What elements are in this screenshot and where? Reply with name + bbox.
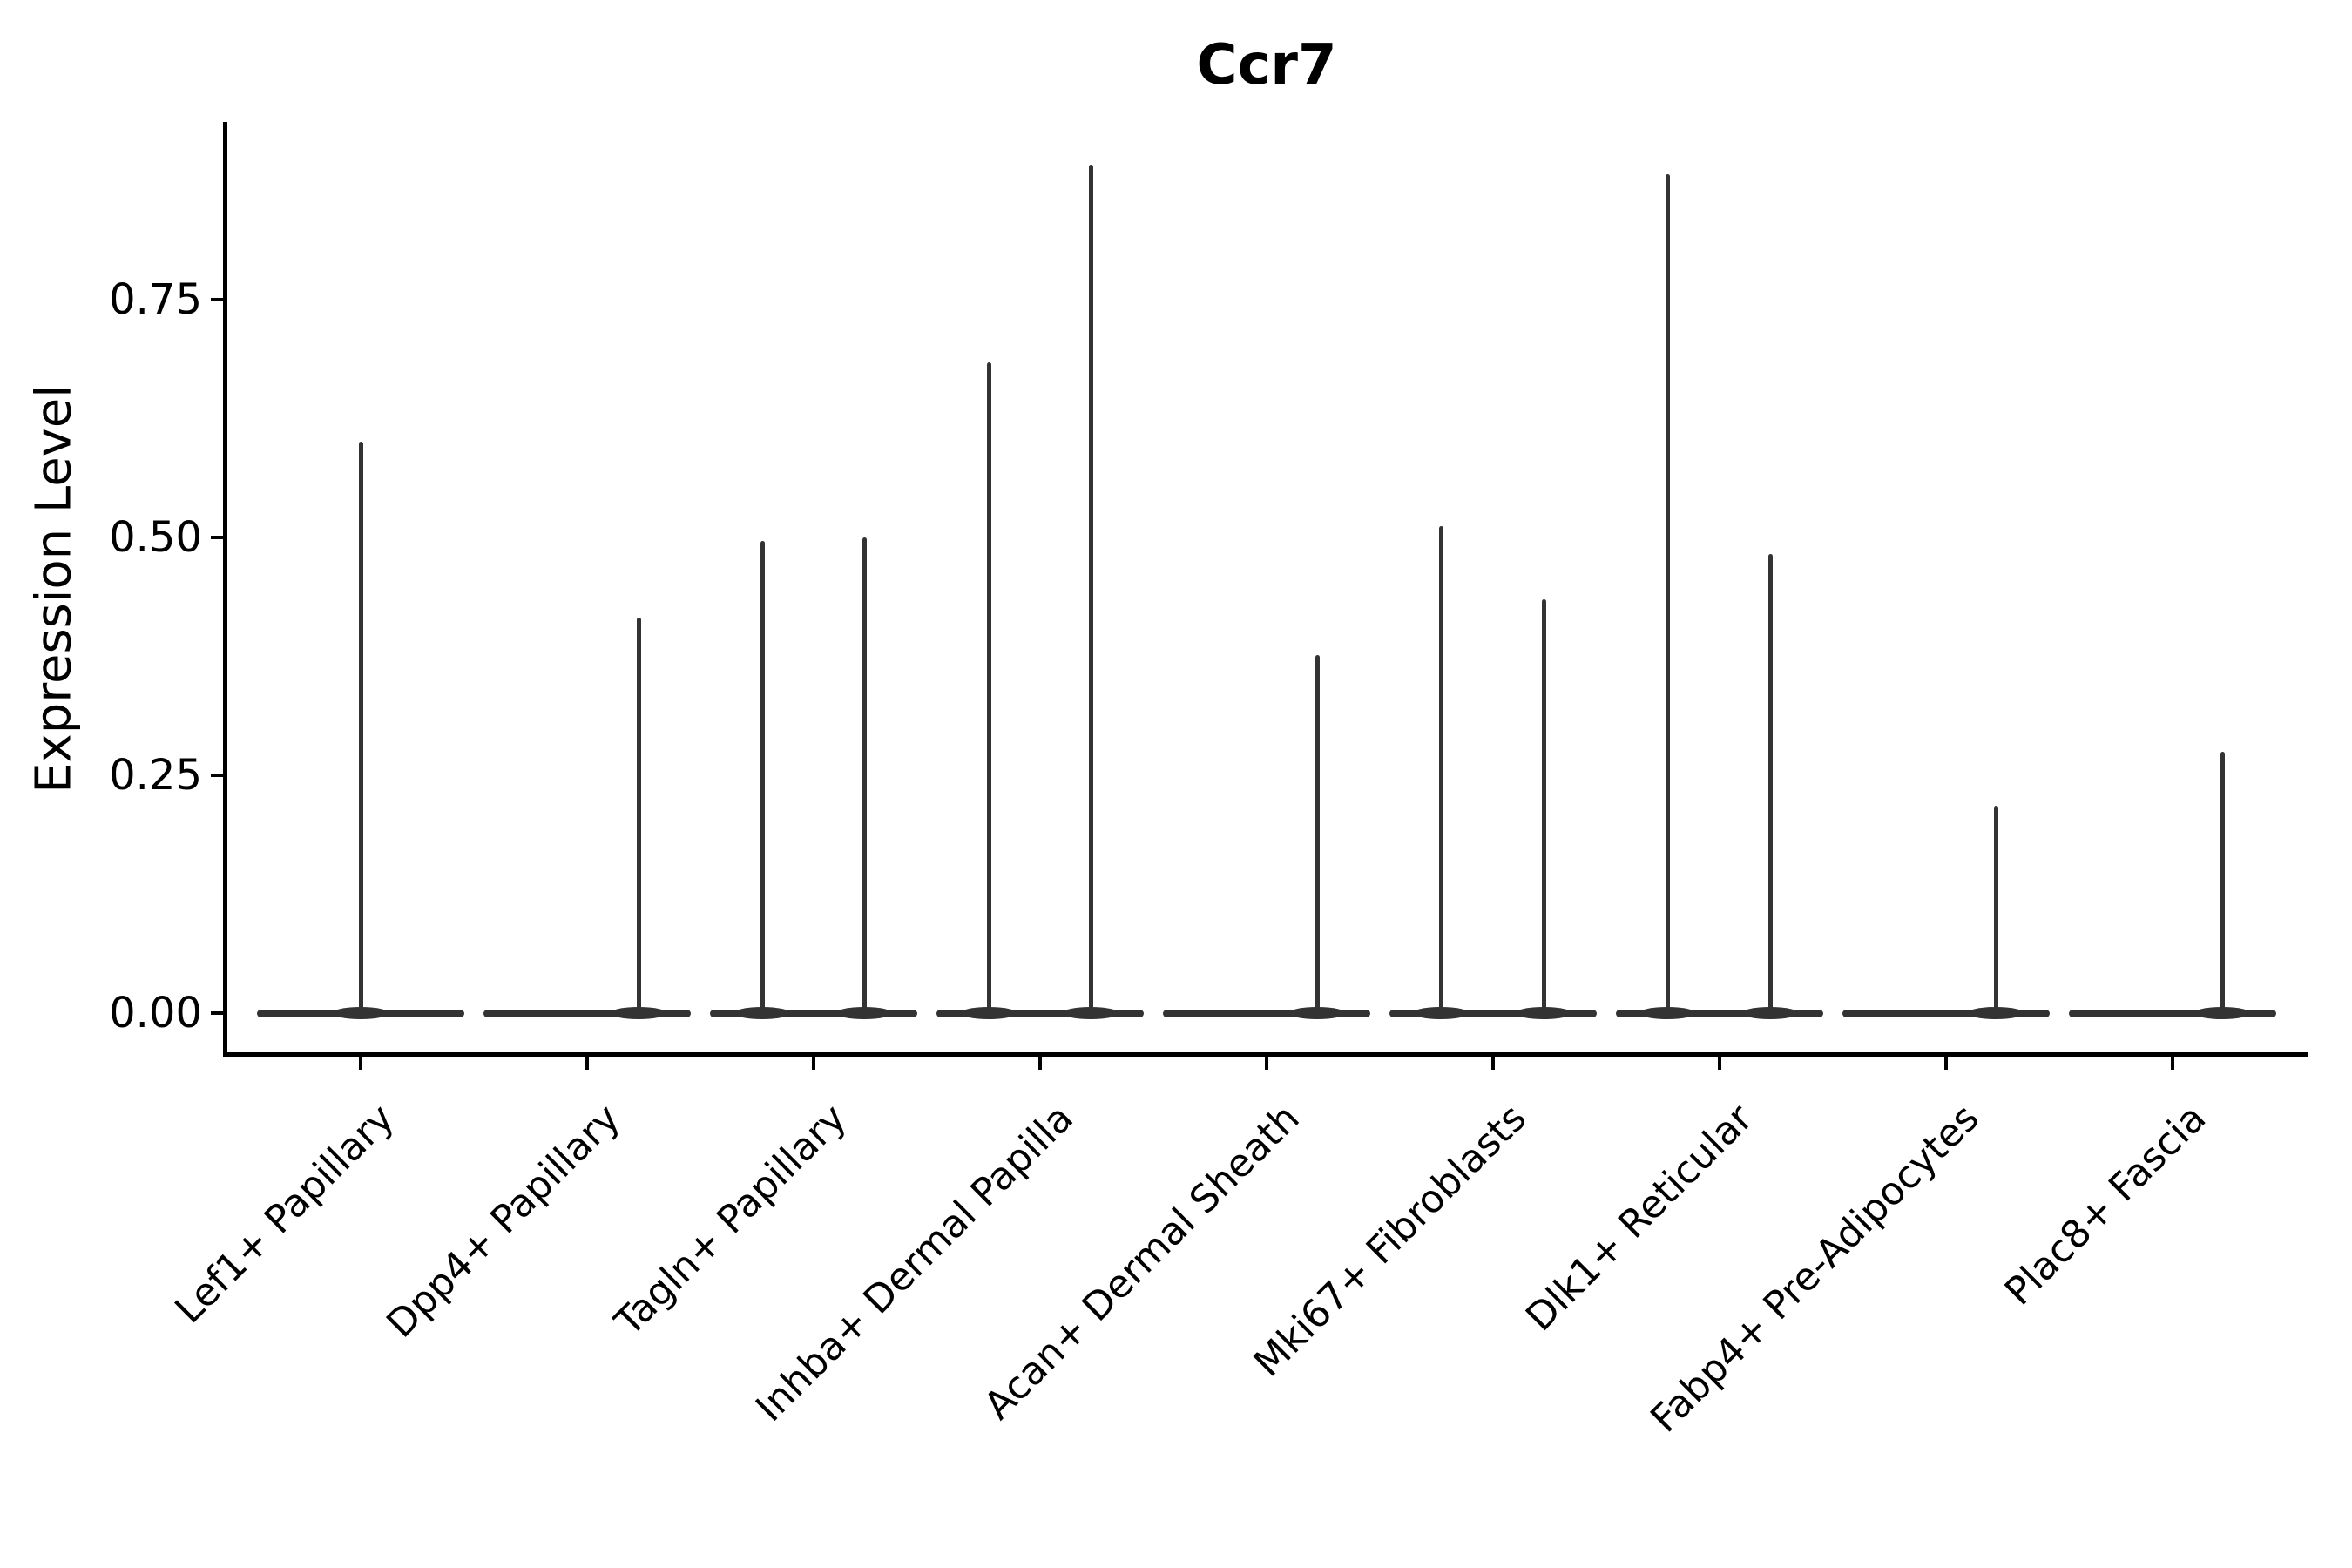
x-tick: [812, 1057, 815, 1070]
violin-spike: [1541, 598, 1546, 1016]
y-tick: [211, 298, 224, 301]
x-tick-label: Dpp4+ Papillary: [378, 1096, 630, 1347]
x-tick: [1491, 1057, 1495, 1070]
y-tick: [211, 774, 224, 777]
x-tick: [1718, 1057, 1721, 1070]
violin-spike: [986, 362, 991, 1016]
violin-spike: [358, 441, 363, 1016]
violin-baseline: [1163, 1009, 1370, 1017]
x-tick: [359, 1057, 362, 1070]
violin-spike: [1993, 805, 1998, 1016]
violin-spike: [2220, 751, 2225, 1016]
x-tick-label: Plac8+ Fascia: [1996, 1096, 2215, 1315]
x-tick-label: Tagln+ Papillary: [606, 1096, 856, 1345]
y-tick: [211, 1011, 224, 1015]
violin-baseline: [936, 1009, 1144, 1017]
x-tick: [585, 1057, 589, 1070]
x-axis-line: [223, 1052, 2308, 1057]
x-tick: [1265, 1057, 1268, 1070]
violin-spike: [1767, 553, 1773, 1016]
violin-spike: [862, 537, 867, 1016]
violin-baseline: [1389, 1009, 1597, 1017]
violin-spike: [760, 541, 765, 1016]
y-tick: [211, 536, 224, 539]
violin-baseline: [710, 1009, 917, 1017]
x-tick-label: Dlk1+ Reticular: [1517, 1096, 1762, 1340]
y-tick-label: 0.50: [109, 513, 202, 562]
x-tick: [1038, 1057, 1042, 1070]
violin-baseline: [1842, 1009, 2050, 1017]
y-tick-label: 0.75: [109, 275, 202, 324]
violin-spike: [1315, 655, 1320, 1016]
x-tick-label: Lef1+ Papillary: [166, 1096, 403, 1333]
violin-spike: [636, 617, 641, 1016]
violin-spike: [1665, 173, 1670, 1016]
chart-title: Ccr7: [1196, 33, 1337, 98]
x-tick: [2171, 1057, 2174, 1070]
y-tick-label: 0.25: [109, 751, 202, 800]
violin-spike: [1438, 525, 1443, 1016]
violin-baseline: [2069, 1009, 2276, 1017]
violin-baseline: [1616, 1009, 1823, 1017]
y-axis-label: Expression Level: [25, 384, 83, 794]
x-tick: [1944, 1057, 1948, 1070]
y-axis-line: [223, 122, 227, 1057]
violin-baseline: [483, 1009, 691, 1017]
y-tick-label: 0.00: [109, 989, 202, 1037]
violin-spike: [1088, 164, 1093, 1016]
